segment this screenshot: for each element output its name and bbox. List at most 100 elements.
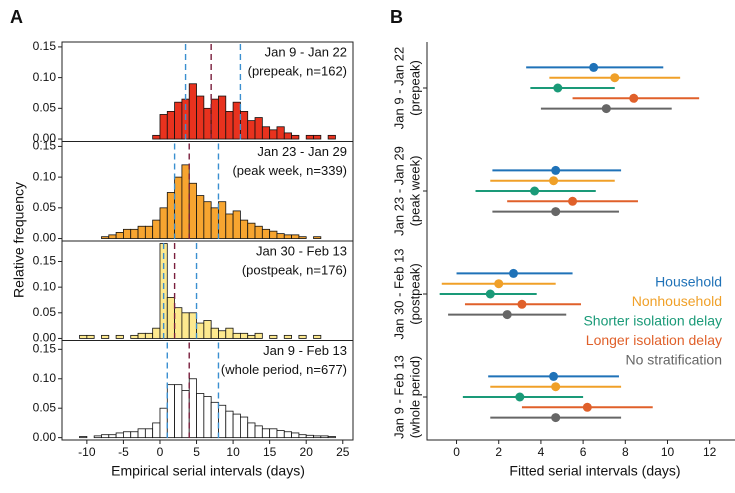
histogram-bar bbox=[210, 401, 219, 439]
estimate bbox=[515, 392, 525, 402]
panel-label: A bbox=[10, 7, 23, 27]
x-tick-label: -10 bbox=[78, 445, 96, 459]
histogram-bar bbox=[305, 434, 314, 439]
histogram-bar bbox=[313, 435, 322, 439]
histogram-bar bbox=[166, 384, 175, 439]
histogram-bar bbox=[144, 428, 154, 439]
histogram-bar bbox=[188, 182, 197, 239]
histogram-bar bbox=[327, 134, 336, 140]
histogram-bar bbox=[232, 413, 241, 439]
estimate bbox=[582, 402, 592, 412]
histogram-bar bbox=[203, 396, 212, 439]
histogram-bar bbox=[159, 207, 168, 239]
histogram-bar bbox=[152, 327, 161, 339]
histogram-bar bbox=[203, 107, 212, 140]
legend-entry: Household bbox=[655, 274, 722, 290]
estimate bbox=[551, 207, 561, 217]
estimate bbox=[553, 83, 563, 93]
y-tick-label: 0.05 bbox=[33, 200, 57, 214]
y-tick-note: (peak week) bbox=[407, 156, 422, 227]
histogram-bar bbox=[159, 407, 168, 439]
panel-title: Jan 9 - Feb 13 bbox=[263, 343, 347, 358]
histogram-bar bbox=[115, 232, 124, 239]
estimate bbox=[610, 73, 620, 83]
histogram-bar bbox=[298, 236, 307, 239]
histogram-bar bbox=[269, 428, 278, 439]
histogram-bar bbox=[210, 98, 219, 140]
estimate bbox=[568, 196, 578, 206]
histogram-bar bbox=[188, 312, 197, 339]
histogram-bar bbox=[144, 332, 154, 339]
histogram-bar bbox=[108, 234, 117, 239]
estimate bbox=[601, 104, 611, 114]
histogram-bar bbox=[225, 111, 234, 140]
histogram-bar bbox=[101, 334, 110, 339]
y-tick-label: 0.05 bbox=[33, 400, 57, 414]
histogram-bar bbox=[188, 83, 197, 140]
histogram-bar bbox=[166, 192, 175, 239]
histogram-bar bbox=[218, 95, 227, 140]
histogram-bar bbox=[144, 225, 154, 239]
legend-entry: No stratification bbox=[626, 352, 722, 368]
histogram-bar bbox=[254, 332, 263, 339]
histogram-bar bbox=[196, 195, 205, 239]
histogram-bar bbox=[283, 334, 292, 339]
histogram-bar bbox=[137, 332, 146, 339]
histogram-bar bbox=[254, 425, 263, 439]
y-tick-note: (postpeak) bbox=[407, 263, 422, 324]
panel-title: Jan 9 - Jan 22 bbox=[265, 44, 347, 59]
legend-entry: Shorter isolation delay bbox=[583, 313, 722, 329]
histogram-bar bbox=[283, 431, 292, 439]
panel-subtitle: (prepeak, n=162) bbox=[248, 63, 347, 78]
histogram-bar bbox=[174, 176, 183, 239]
histogram-bar bbox=[210, 207, 219, 239]
panel-subtitle: (whole period, n=677) bbox=[221, 362, 347, 377]
x-tick-label: 20 bbox=[300, 445, 314, 459]
histogram-bar bbox=[240, 332, 249, 339]
histogram-bar bbox=[247, 334, 256, 339]
histogram-bar bbox=[269, 334, 278, 339]
estimate bbox=[549, 176, 559, 186]
histogram-bar bbox=[159, 114, 168, 140]
histogram-bar bbox=[101, 236, 110, 239]
estimate bbox=[508, 268, 518, 278]
x-tick-label: 0 bbox=[453, 445, 460, 459]
histogram-bar bbox=[305, 134, 314, 140]
histogram-bar bbox=[261, 428, 271, 439]
y-tick-label: 0.15 bbox=[33, 139, 57, 153]
y-tick-label: 0.15 bbox=[33, 254, 57, 268]
estimate bbox=[494, 279, 504, 289]
histogram-bar bbox=[93, 435, 102, 439]
histogram-bar bbox=[79, 436, 88, 439]
histogram-bar bbox=[247, 422, 256, 439]
histogram-bar bbox=[166, 111, 175, 140]
x-tick-label: 0 bbox=[157, 445, 164, 459]
x-tick-label: 15 bbox=[263, 445, 277, 459]
histogram-bar bbox=[276, 430, 285, 439]
panel-title: Jan 30 - Feb 13 bbox=[256, 243, 347, 258]
histogram-bar bbox=[218, 330, 227, 339]
histogram-bar bbox=[261, 228, 271, 239]
histogram-bar bbox=[276, 126, 285, 140]
histogram-bar bbox=[240, 416, 249, 439]
histogram-bar bbox=[240, 111, 249, 140]
histogram-bar bbox=[254, 225, 263, 239]
estimate bbox=[629, 93, 639, 103]
axis-line bbox=[426, 42, 735, 441]
histogram-bar bbox=[115, 334, 124, 339]
y-tick-label: 0.10 bbox=[33, 70, 57, 84]
histogram-bar bbox=[152, 219, 161, 239]
histogram-bar bbox=[174, 307, 183, 339]
histogram-bar bbox=[166, 297, 175, 339]
histogram-bar bbox=[283, 234, 292, 239]
histogram-bar bbox=[123, 431, 132, 439]
y-tick-label: Jan 9 - Feb 13 bbox=[391, 355, 406, 439]
histogram-bar bbox=[108, 434, 117, 439]
histogram-bar bbox=[130, 334, 139, 339]
y-tick-label: Jan 30 - Feb 13 bbox=[391, 248, 406, 339]
x-tick-label: 10 bbox=[661, 445, 675, 459]
histogram-bar bbox=[232, 332, 241, 339]
histogram-bar bbox=[291, 234, 300, 239]
histogram-bar bbox=[269, 129, 278, 140]
histogram-bar bbox=[276, 233, 285, 239]
